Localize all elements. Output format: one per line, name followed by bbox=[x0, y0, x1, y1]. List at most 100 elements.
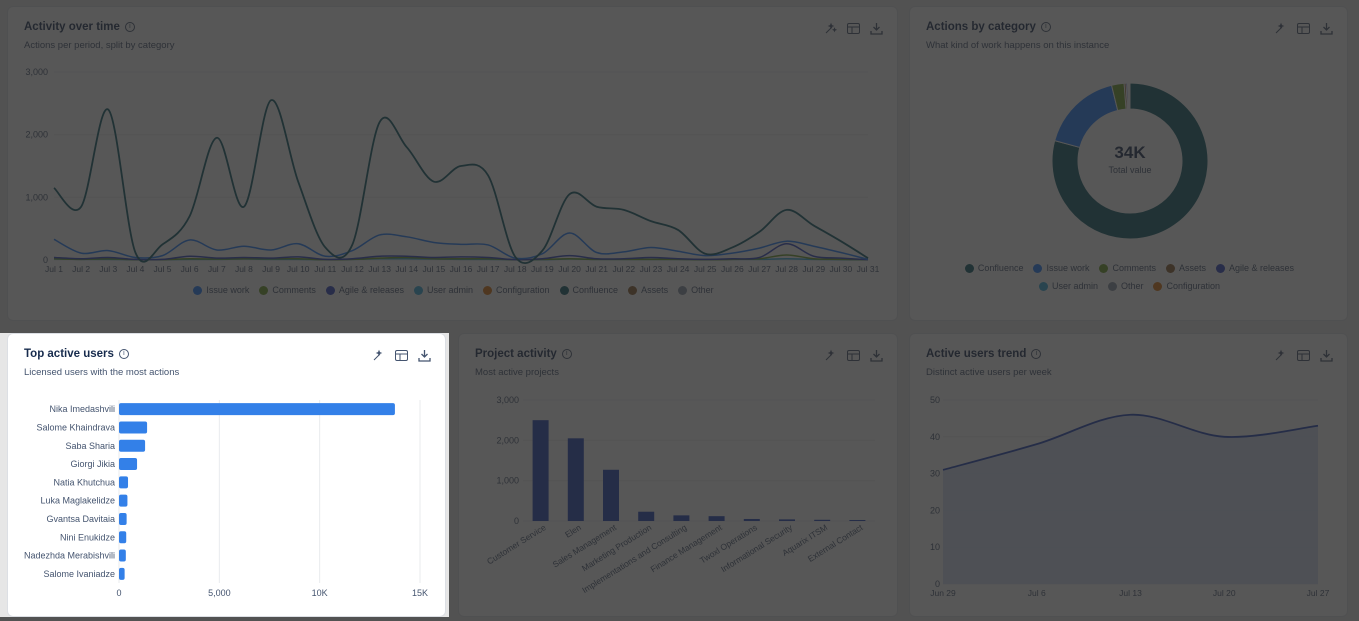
y-tick-label: 20 bbox=[930, 505, 940, 515]
active-users-trend-card: Active users trend i Distinct active use… bbox=[909, 333, 1348, 617]
legend-item[interactable]: Configuration bbox=[1153, 281, 1220, 291]
project-bar bbox=[532, 420, 549, 521]
x-tick-label: Jul 1 bbox=[45, 264, 63, 274]
x-tick-label: Jul 22 bbox=[612, 264, 635, 274]
info-icon[interactable]: i bbox=[118, 349, 129, 359]
x-tick-label: Jul 30 bbox=[830, 264, 853, 274]
series-line bbox=[53, 242, 869, 261]
y-category-label: Salome Ivaniadze bbox=[43, 569, 115, 579]
legend-swatch bbox=[1107, 281, 1117, 291]
y-tick-label: 3,000 bbox=[25, 67, 48, 77]
top-active-users-card: Top active users i Licensed users with t… bbox=[7, 333, 446, 617]
legend-item[interactable]: Agile & releases bbox=[1216, 263, 1294, 273]
x-tick-label: Jul 24 bbox=[667, 264, 690, 274]
legend-item[interactable]: Confluence bbox=[964, 263, 1023, 273]
legend-swatch bbox=[559, 285, 569, 295]
legend-item[interactable]: Assets bbox=[628, 285, 668, 295]
donut-slice bbox=[1054, 84, 1119, 149]
x-tick-label: Jul 29 bbox=[802, 264, 825, 274]
x-tick-label: Jul 31 bbox=[857, 264, 880, 274]
legend-item[interactable]: Issue work bbox=[1033, 263, 1089, 273]
x-tick-label: 15K bbox=[412, 588, 428, 598]
legend-swatch bbox=[413, 285, 423, 295]
legend-swatch bbox=[964, 263, 974, 273]
y-tick-label: 0 bbox=[514, 516, 519, 526]
legend-label: Confluence bbox=[572, 285, 619, 295]
legend-label: Issue work bbox=[206, 285, 250, 295]
legend-item[interactable]: User admin bbox=[1038, 281, 1098, 291]
legend-swatch bbox=[1216, 263, 1226, 273]
x-tick-label: Jun 29 bbox=[930, 588, 956, 598]
legend-label: Agile & releases bbox=[1229, 263, 1295, 273]
legend-item[interactable]: Assets bbox=[1166, 263, 1206, 273]
x-tick-label: Jul 10 bbox=[287, 264, 310, 274]
user-bar bbox=[119, 512, 127, 525]
x-tick-label: Jul 20 bbox=[1213, 588, 1236, 598]
legend-label: Issue work bbox=[1046, 263, 1090, 273]
x-tick-label: Jul 2 bbox=[72, 264, 90, 274]
x-tick-label: Jul 13 bbox=[1119, 588, 1142, 598]
legend-label: User admin bbox=[1051, 281, 1098, 291]
x-tick-label: Jul 6 bbox=[1028, 588, 1046, 598]
legend-swatch bbox=[193, 285, 203, 295]
y-tick-label: 3,000 bbox=[496, 395, 519, 405]
card-title: Top active users i bbox=[24, 348, 129, 360]
y-category-label: Nini Enukidze bbox=[60, 532, 115, 542]
legend-label: Configuration bbox=[1166, 281, 1221, 291]
x-tick-label: Jul 28 bbox=[775, 264, 798, 274]
legend-item[interactable]: Agile & releases bbox=[325, 285, 404, 295]
donut-center: 34K Total value bbox=[1070, 143, 1190, 175]
legend-label: Other bbox=[1120, 281, 1144, 291]
project-bar bbox=[638, 511, 655, 521]
x-tick-label: Jul 15 bbox=[423, 264, 446, 274]
download-icon[interactable] bbox=[417, 348, 431, 362]
y-category-label: Gvantsa Davitaia bbox=[46, 514, 115, 524]
donut-total-value: 34K bbox=[1114, 143, 1146, 162]
legend-swatch bbox=[1033, 263, 1043, 273]
category-legend: Confluence Issue work Comments Assets Agile … bbox=[950, 263, 1309, 299]
y-tick-label: 40 bbox=[930, 432, 940, 442]
card-subtitle: Licensed users with the most actions bbox=[24, 367, 180, 378]
y-category-label: Natia Khutchua bbox=[53, 477, 115, 487]
y-tick-label: 1,000 bbox=[496, 476, 519, 486]
legend-swatch bbox=[1153, 281, 1163, 291]
sparkle-icon[interactable] bbox=[371, 348, 385, 362]
table-icon[interactable] bbox=[394, 348, 408, 362]
y-category-label: Saba Sharia bbox=[65, 441, 115, 451]
legend-label: Agile & releases bbox=[338, 285, 404, 295]
user-bar bbox=[119, 476, 129, 489]
x-tick-label: 0 bbox=[116, 588, 121, 598]
x-tick-label: Jul 9 bbox=[262, 264, 280, 274]
y-tick-label: 30 bbox=[930, 469, 940, 479]
x-category-label: Elen bbox=[563, 522, 583, 540]
legend-item[interactable]: Comments bbox=[259, 285, 316, 295]
x-tick-label: Jul 12 bbox=[341, 264, 364, 274]
legend-swatch bbox=[325, 285, 335, 295]
x-tick-label: 5,000 bbox=[208, 588, 231, 598]
actions-by-category-card: Actions by category i What kind of work … bbox=[909, 6, 1348, 321]
legend-label: Comments bbox=[272, 285, 316, 295]
x-tick-label: Jul 6 bbox=[181, 264, 199, 274]
x-tick-label: Jul 20 bbox=[558, 264, 581, 274]
category-donut-chart bbox=[1051, 82, 1209, 240]
legend-label: Other bbox=[691, 285, 714, 295]
legend-item[interactable]: Other bbox=[1107, 281, 1144, 291]
y-category-label: Salome Khaindrava bbox=[36, 422, 115, 432]
legend-swatch bbox=[628, 285, 638, 295]
project-bar bbox=[779, 519, 795, 521]
legend-item[interactable]: Other bbox=[678, 285, 714, 295]
x-tick-label: Jul 11 bbox=[314, 264, 336, 274]
user-bar bbox=[119, 531, 127, 544]
legend-swatch bbox=[1038, 281, 1048, 291]
legend-item[interactable]: User admin bbox=[413, 285, 473, 295]
legend-item[interactable]: Configuration bbox=[482, 285, 550, 295]
legend-item[interactable]: Confluence bbox=[559, 285, 619, 295]
x-tick-label: Jul 5 bbox=[154, 264, 172, 274]
legend-item[interactable]: Issue work bbox=[193, 285, 249, 295]
legend-swatch bbox=[482, 285, 492, 295]
legend-item[interactable]: Comments bbox=[1099, 263, 1156, 273]
x-category-label: Customer Service bbox=[485, 522, 548, 566]
legend-label: Comments bbox=[1112, 263, 1156, 273]
x-tick-label: Jul 19 bbox=[531, 264, 554, 274]
